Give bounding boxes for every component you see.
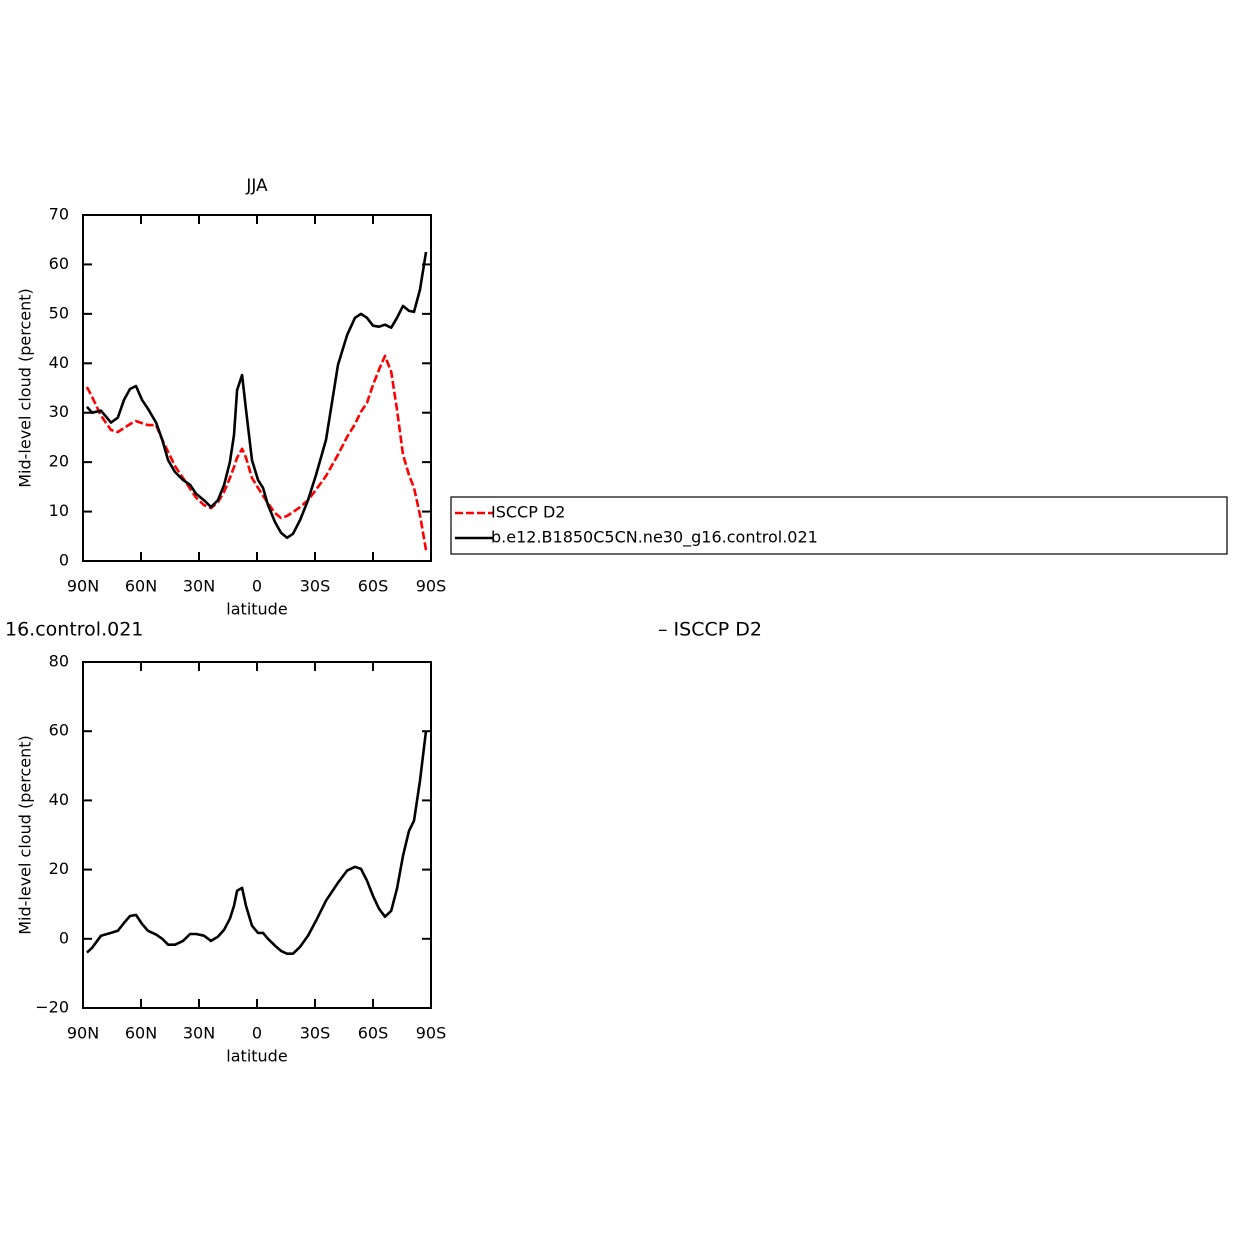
x-axis-label: latitude — [226, 600, 287, 619]
x-tick-label: 60S — [358, 577, 389, 596]
y-tick-label: 0 — [59, 551, 69, 570]
chart-title: JJA — [245, 176, 268, 196]
x-tick-label: 30S — [300, 1024, 331, 1043]
y-tick-label: 70 — [49, 205, 69, 224]
y-tick-label: 40 — [49, 353, 69, 372]
y-tick-label: 80 — [49, 652, 69, 671]
data-line — [86, 730, 428, 955]
x-tick-label: 60S — [358, 1024, 389, 1043]
x-tick-label: 30N — [183, 1024, 215, 1043]
data-line — [85, 354, 428, 551]
y-tick-label: 0 — [59, 928, 69, 947]
x-tick-label: 30S — [300, 577, 331, 596]
x-tick-label: 0 — [252, 577, 262, 596]
x-tick-label: 0 — [252, 1024, 262, 1043]
x-tick-label: 60N — [125, 577, 157, 596]
legend-label: ISCCP D2 — [491, 503, 565, 522]
legend-label: b.e12.B1850C5CN.ne30_g16.control.021 — [491, 528, 818, 548]
chart-subtitle: – ISCCP D2 — [658, 619, 762, 641]
y-tick-label: 30 — [49, 402, 69, 421]
plot-frame — [82, 661, 432, 1009]
x-tick-label: 90S — [416, 577, 447, 596]
x-tick-label: 90S — [416, 1024, 447, 1043]
y-tick-label: 20 — [49, 859, 69, 878]
data-line — [85, 251, 428, 540]
y-tick-label: 10 — [49, 501, 69, 520]
chart-title: 16.control.021 — [5, 619, 143, 641]
x-axis-label: latitude — [226, 1047, 287, 1066]
x-tick-label: 90N — [67, 577, 99, 596]
y-tick-label: 20 — [49, 452, 69, 471]
plot-frame — [82, 214, 432, 562]
legend-box — [450, 496, 1228, 555]
y-tick-label: 60 — [49, 721, 69, 740]
y-tick-label: 60 — [49, 254, 69, 273]
y-axis-label: Mid-level cloud (percent) — [16, 288, 35, 488]
x-tick-label: 90N — [67, 1024, 99, 1043]
y-axis-label: Mid-level cloud (percent) — [16, 735, 35, 935]
y-tick-label: 50 — [49, 303, 69, 322]
y-tick-label: 40 — [49, 790, 69, 809]
x-tick-label: 30N — [183, 577, 215, 596]
x-tick-label: 60N — [125, 1024, 157, 1043]
y-tick-label: −20 — [35, 998, 69, 1017]
